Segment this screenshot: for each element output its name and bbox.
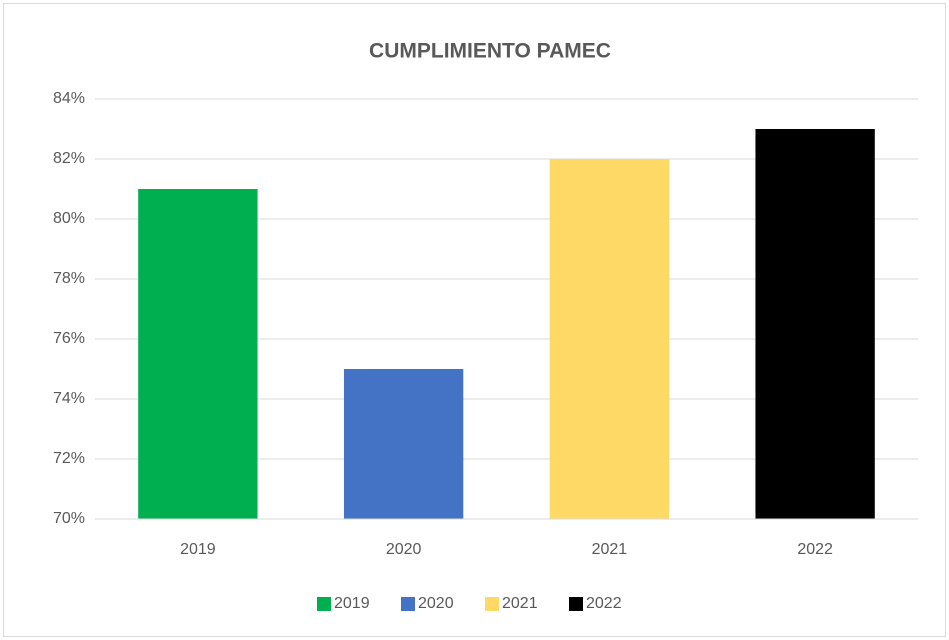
y-tick-label: 84%	[53, 90, 85, 107]
x-tick-label: 2022	[797, 541, 833, 558]
y-tick-label: 80%	[53, 210, 85, 227]
y-tick-label: 76%	[53, 330, 85, 347]
x-tick-label: 2021	[592, 541, 628, 558]
y-tick-label: 78%	[53, 270, 85, 287]
y-tick-label: 74%	[53, 390, 85, 407]
y-tick-label: 82%	[53, 150, 85, 167]
legend-swatch	[485, 597, 499, 611]
y-tick-label: 70%	[53, 510, 85, 527]
legend-swatch	[317, 597, 331, 611]
x-tick-label: 2020	[386, 541, 422, 558]
legend-label: 2019	[334, 595, 370, 612]
bar	[755, 129, 875, 519]
legend-swatch	[401, 597, 415, 611]
bar	[549, 159, 670, 519]
x-tick-label: 2019	[180, 541, 216, 558]
y-tick-label: 72%	[53, 450, 85, 467]
legend-swatch	[569, 597, 583, 611]
bar	[138, 189, 258, 519]
chart-title: CUMPLIMIENTO PAMEC	[369, 40, 611, 63]
legend-label: 2021	[502, 595, 538, 612]
legend-label: 2022	[586, 595, 622, 612]
bar	[343, 369, 464, 519]
legend-label: 2020	[418, 595, 454, 612]
